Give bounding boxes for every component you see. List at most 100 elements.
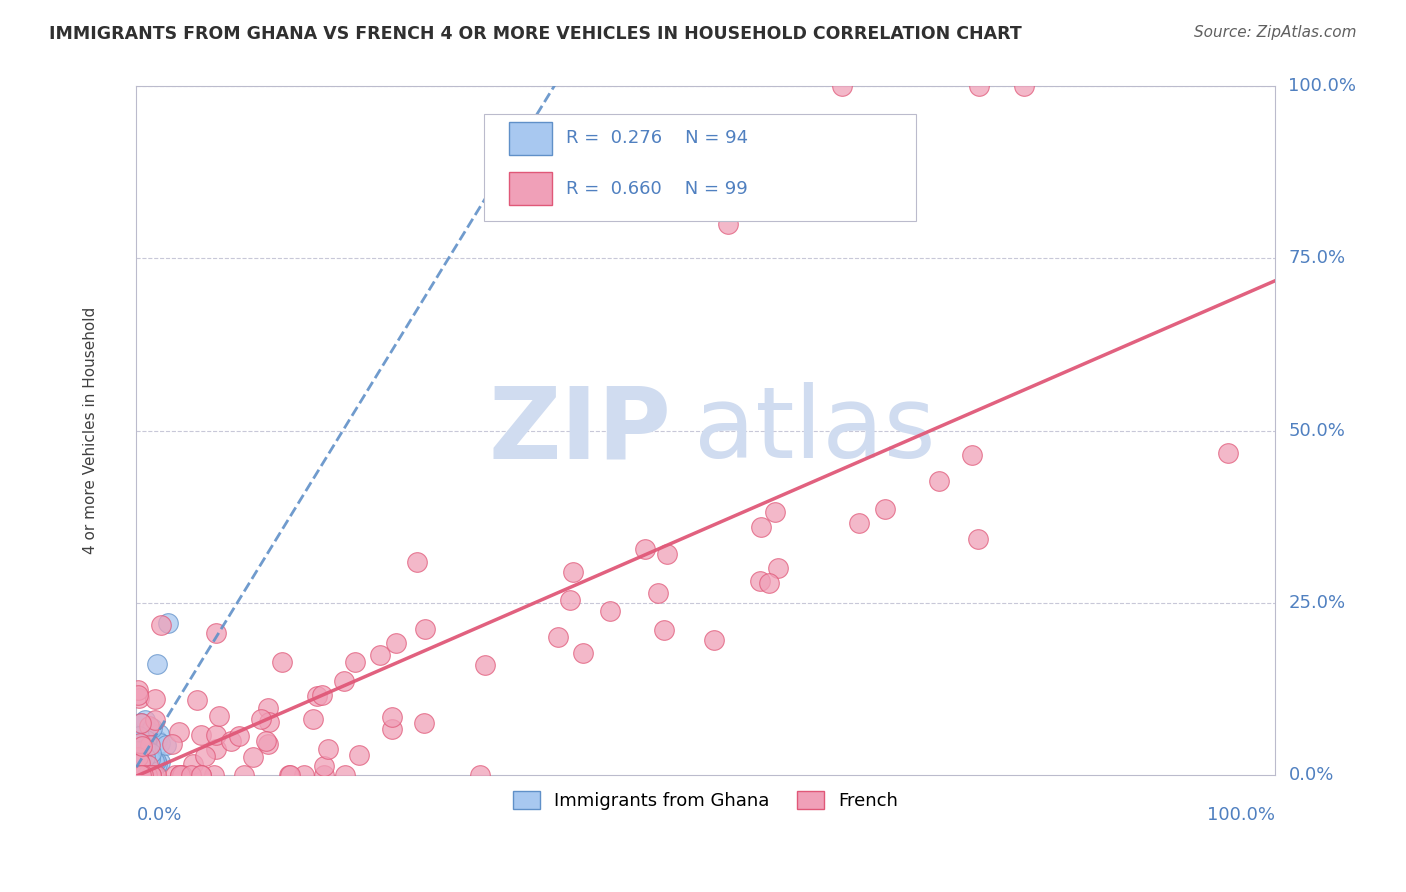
- Point: [127, 683, 149, 698]
- Point: [128, 756, 150, 771]
- Point: [717, 217, 740, 231]
- Point: [186, 693, 208, 707]
- Point: [131, 756, 153, 771]
- Point: [257, 737, 280, 751]
- Point: [127, 767, 149, 781]
- Text: 0.0%: 0.0%: [1288, 765, 1334, 783]
- Point: [125, 735, 148, 749]
- Point: [571, 646, 593, 660]
- Point: [128, 759, 150, 773]
- Point: [758, 575, 780, 590]
- Point: [134, 739, 156, 754]
- Point: [277, 767, 299, 781]
- Point: [848, 516, 870, 530]
- Point: [131, 738, 153, 752]
- Point: [138, 738, 160, 752]
- Point: [127, 751, 149, 765]
- Point: [132, 753, 155, 767]
- Point: [128, 762, 150, 776]
- Point: [135, 738, 157, 752]
- Point: [138, 747, 160, 762]
- Point: [384, 636, 406, 650]
- FancyBboxPatch shape: [484, 114, 917, 220]
- Point: [749, 574, 772, 588]
- Point: [131, 750, 153, 764]
- Text: 50.0%: 50.0%: [1288, 422, 1346, 440]
- Point: [219, 734, 242, 748]
- Point: [967, 79, 990, 94]
- Point: [599, 604, 621, 618]
- Point: [132, 752, 155, 766]
- Point: [141, 746, 163, 760]
- Point: [132, 760, 155, 774]
- Point: [332, 673, 354, 688]
- Point: [132, 767, 155, 781]
- Point: [149, 755, 172, 769]
- Point: [129, 761, 152, 775]
- Point: [634, 542, 657, 557]
- Point: [271, 655, 294, 669]
- Point: [138, 719, 160, 733]
- Point: [381, 723, 404, 737]
- Point: [127, 748, 149, 763]
- Point: [652, 624, 675, 638]
- Point: [134, 741, 156, 756]
- Point: [655, 547, 678, 561]
- Point: [128, 757, 150, 772]
- Point: [131, 716, 153, 731]
- Point: [204, 727, 226, 741]
- Point: [763, 505, 786, 519]
- Point: [128, 756, 150, 770]
- Point: [131, 751, 153, 765]
- Point: [139, 767, 162, 781]
- Point: [145, 757, 167, 772]
- Point: [125, 764, 148, 779]
- Text: IMMIGRANTS FROM GHANA VS FRENCH 4 OR MORE VEHICLES IN HOUSEHOLD CORRELATION CHAR: IMMIGRANTS FROM GHANA VS FRENCH 4 OR MOR…: [49, 25, 1022, 43]
- Point: [127, 766, 149, 780]
- Point: [347, 747, 370, 762]
- Point: [127, 757, 149, 772]
- Point: [134, 759, 156, 773]
- Point: [138, 758, 160, 772]
- Point: [145, 767, 167, 781]
- Point: [136, 763, 159, 777]
- Point: [139, 752, 162, 766]
- Point: [202, 767, 225, 781]
- Point: [205, 741, 228, 756]
- Point: [249, 712, 271, 726]
- Point: [131, 760, 153, 774]
- Point: [136, 741, 159, 756]
- Point: [131, 750, 153, 764]
- Point: [128, 751, 150, 765]
- Point: [146, 657, 169, 672]
- Point: [127, 757, 149, 772]
- Point: [125, 762, 148, 776]
- FancyBboxPatch shape: [509, 122, 553, 155]
- Point: [1216, 445, 1239, 459]
- Point: [129, 736, 152, 750]
- Point: [314, 767, 336, 781]
- Point: [141, 721, 163, 735]
- Text: R =  0.276    N = 94: R = 0.276 N = 94: [565, 129, 748, 147]
- Point: [132, 743, 155, 757]
- Point: [135, 761, 157, 775]
- Point: [134, 749, 156, 764]
- Text: atlas: atlas: [695, 382, 936, 479]
- Text: ZIP: ZIP: [488, 382, 672, 479]
- Point: [558, 592, 581, 607]
- Point: [127, 743, 149, 757]
- Point: [127, 764, 149, 778]
- Text: 100.0%: 100.0%: [1206, 805, 1275, 823]
- Point: [413, 622, 436, 636]
- Point: [172, 767, 194, 781]
- Point: [547, 630, 569, 644]
- Point: [169, 767, 191, 781]
- Point: [873, 502, 896, 516]
- Point: [960, 448, 983, 462]
- Point: [143, 691, 166, 706]
- Point: [127, 761, 149, 775]
- Point: [474, 657, 496, 672]
- Point: [149, 618, 172, 632]
- Point: [125, 737, 148, 751]
- Point: [1014, 79, 1036, 94]
